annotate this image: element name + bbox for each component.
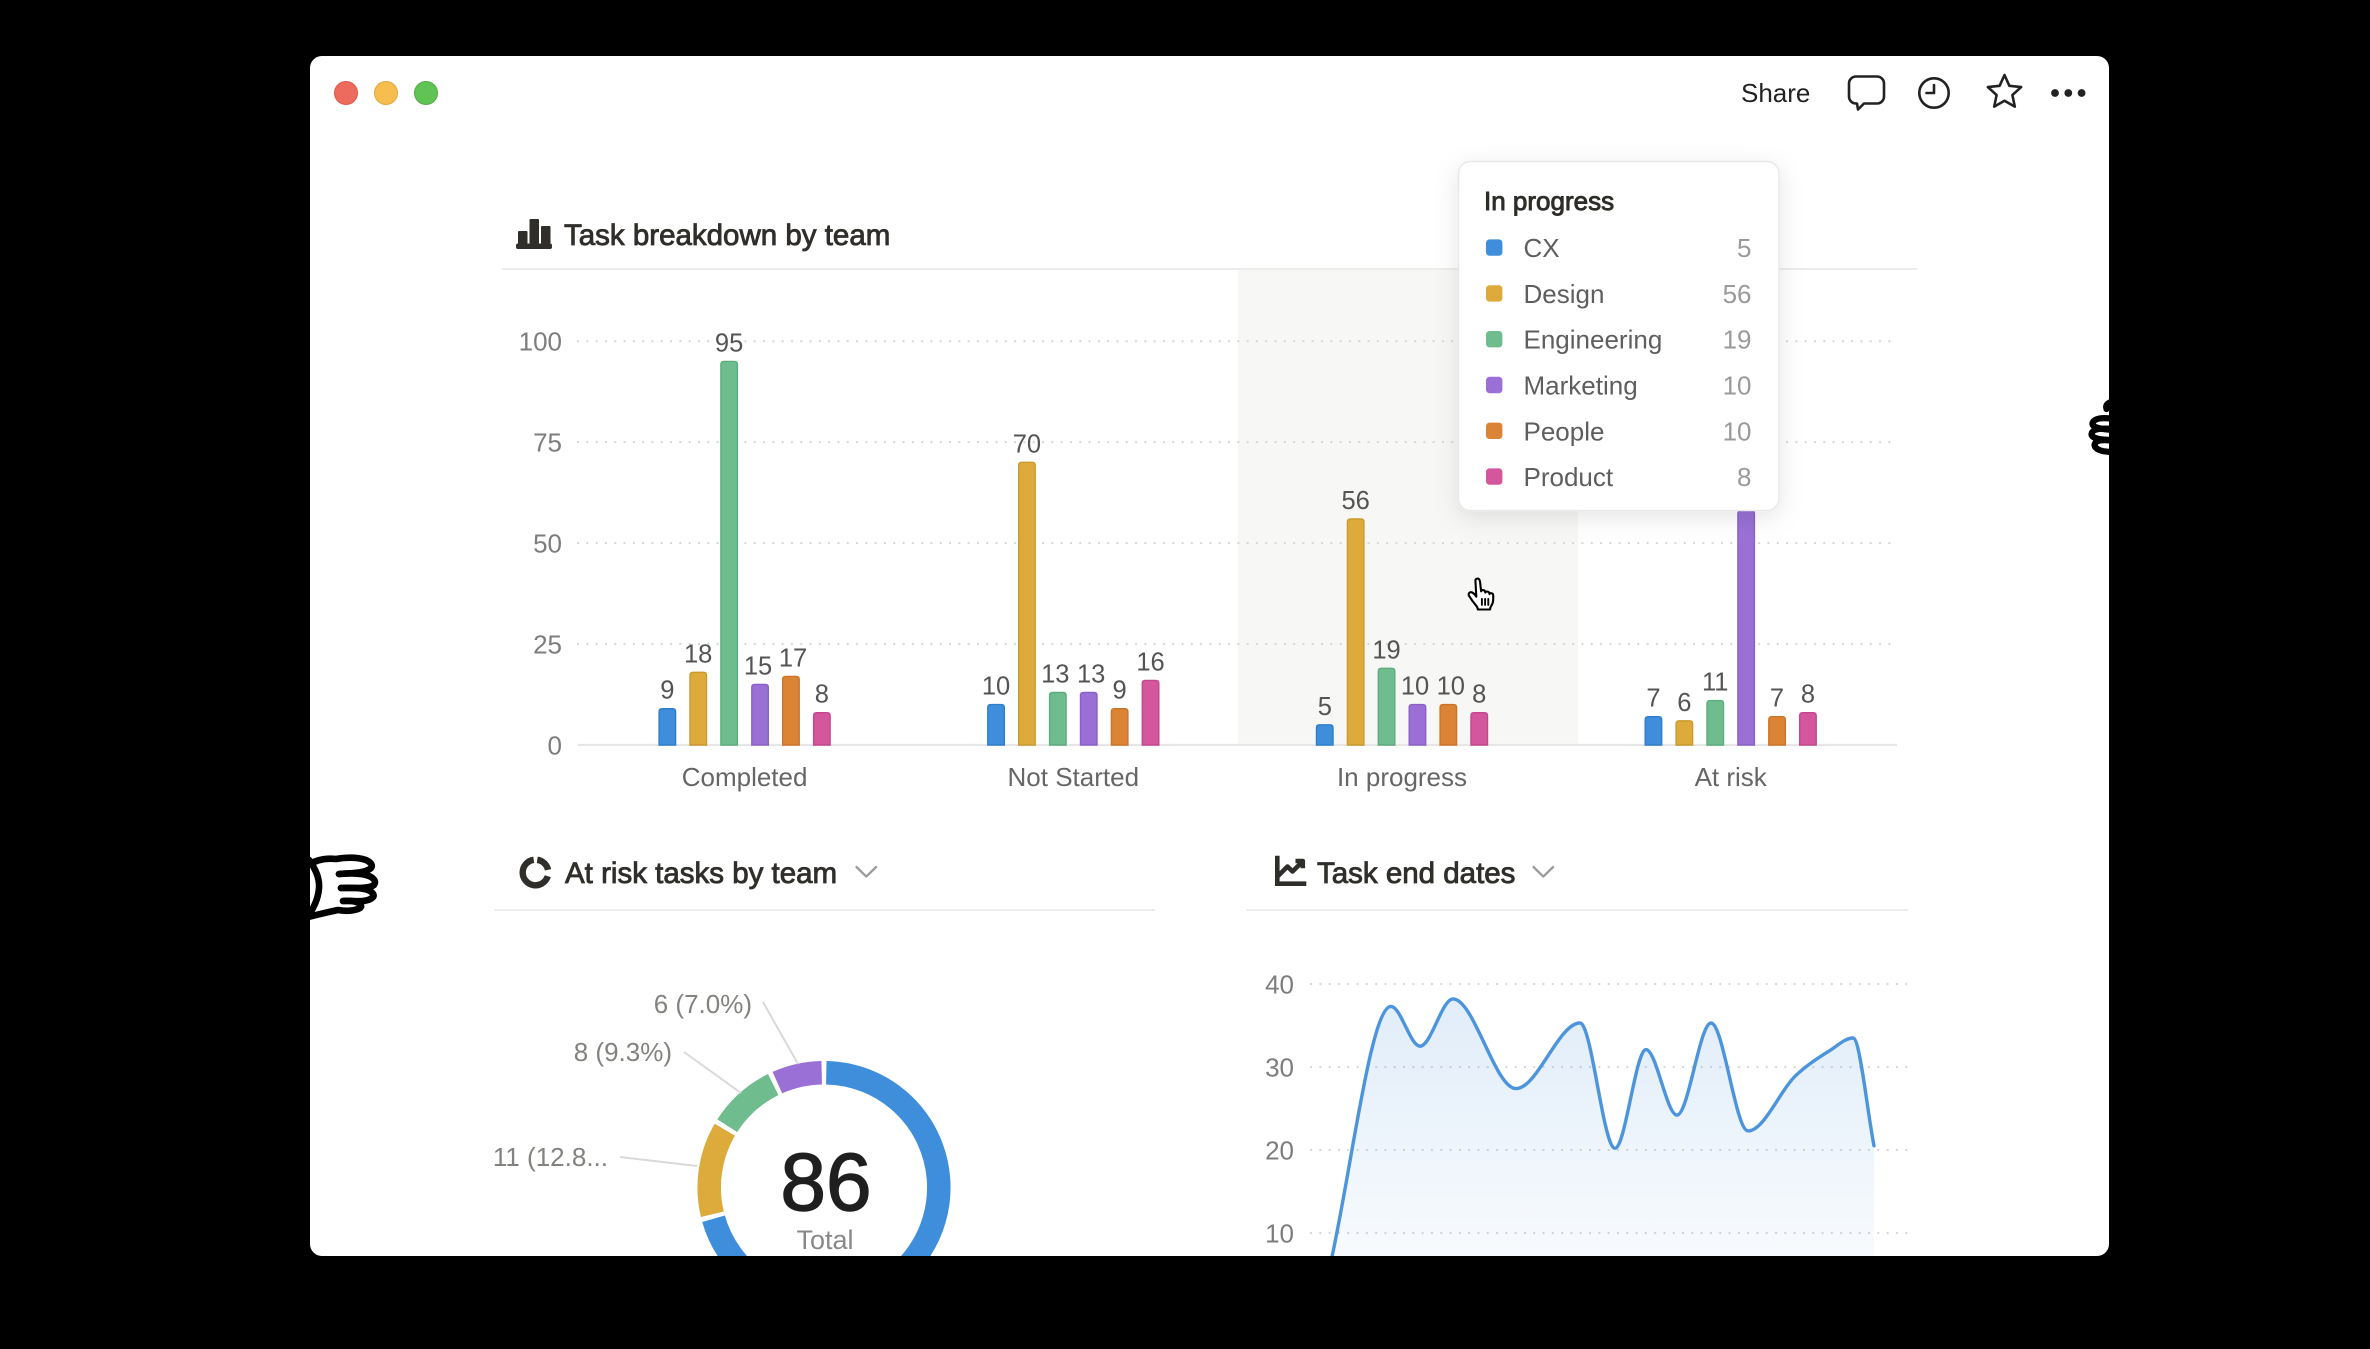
- svg-text:10: 10: [1437, 673, 1465, 701]
- svg-text:Task breakdown by team: Task breakdown by team: [564, 219, 890, 252]
- svg-text:11 (12.8...: 11 (12.8...: [493, 1142, 608, 1172]
- svg-text:8: 8: [1801, 681, 1815, 709]
- svg-text:6: 6: [1677, 689, 1691, 717]
- svg-text:8 (9.3%): 8 (9.3%): [574, 1037, 672, 1067]
- svg-text:25: 25: [533, 630, 562, 660]
- svg-text:Design: Design: [1524, 279, 1605, 309]
- svg-text:10: 10: [1723, 371, 1752, 401]
- svg-text:20: 20: [1265, 1136, 1294, 1166]
- svg-text:Completed: Completed: [682, 762, 808, 792]
- svg-text:6 (7.0%): 6 (7.0%): [654, 989, 752, 1019]
- svg-text:5: 5: [1318, 693, 1332, 721]
- svg-text:70: 70: [1013, 430, 1041, 458]
- svg-text:9: 9: [660, 677, 674, 705]
- svg-text:100: 100: [519, 327, 562, 357]
- svg-text:40: 40: [1265, 970, 1294, 1000]
- svg-text:In progress: In progress: [1484, 186, 1614, 216]
- svg-text:At risk: At risk: [1695, 762, 1768, 792]
- svg-text:50: 50: [533, 529, 562, 559]
- svg-text:15: 15: [744, 652, 772, 680]
- svg-text:10: 10: [1265, 1219, 1294, 1249]
- svg-text:8: 8: [1737, 462, 1751, 492]
- svg-text:Share: Share: [1741, 78, 1810, 108]
- svg-text:5: 5: [1737, 233, 1751, 263]
- svg-text:13: 13: [1041, 661, 1069, 689]
- svg-text:18: 18: [684, 640, 712, 668]
- svg-text:Product: Product: [1524, 462, 1614, 492]
- svg-text:19: 19: [1372, 636, 1400, 664]
- svg-text:16: 16: [1136, 648, 1164, 676]
- svg-text:11: 11: [1702, 669, 1728, 697]
- svg-text:7: 7: [1646, 685, 1660, 713]
- svg-text:8: 8: [1472, 681, 1486, 709]
- svg-text:56: 56: [1342, 487, 1370, 515]
- svg-text:56: 56: [1723, 279, 1752, 309]
- svg-text:10: 10: [1401, 673, 1429, 701]
- svg-text:In progress: In progress: [1337, 762, 1467, 792]
- svg-text:75: 75: [533, 428, 562, 458]
- svg-text:Marketing: Marketing: [1524, 371, 1638, 401]
- svg-text:CX: CX: [1524, 233, 1560, 263]
- svg-text:Not Started: Not Started: [1008, 762, 1140, 792]
- svg-text:At risk tasks by team: At risk tasks by team: [565, 857, 837, 890]
- svg-text:Total: Total: [796, 1225, 853, 1255]
- svg-text:Task end dates: Task end dates: [1317, 857, 1515, 890]
- svg-text:8: 8: [815, 681, 829, 709]
- svg-text:10: 10: [982, 673, 1010, 701]
- svg-text:10: 10: [1723, 416, 1752, 446]
- svg-text:17: 17: [779, 644, 807, 672]
- svg-text:9: 9: [1113, 677, 1127, 705]
- svg-text:13: 13: [1077, 661, 1105, 689]
- svg-text:86: 86: [780, 1137, 871, 1228]
- svg-text:95: 95: [715, 329, 743, 357]
- svg-text:7: 7: [1770, 685, 1784, 713]
- svg-text:Engineering: Engineering: [1524, 325, 1663, 355]
- svg-text:19: 19: [1723, 325, 1752, 355]
- svg-text:0: 0: [548, 731, 562, 761]
- svg-text:30: 30: [1265, 1053, 1294, 1083]
- svg-text:People: People: [1524, 416, 1605, 446]
